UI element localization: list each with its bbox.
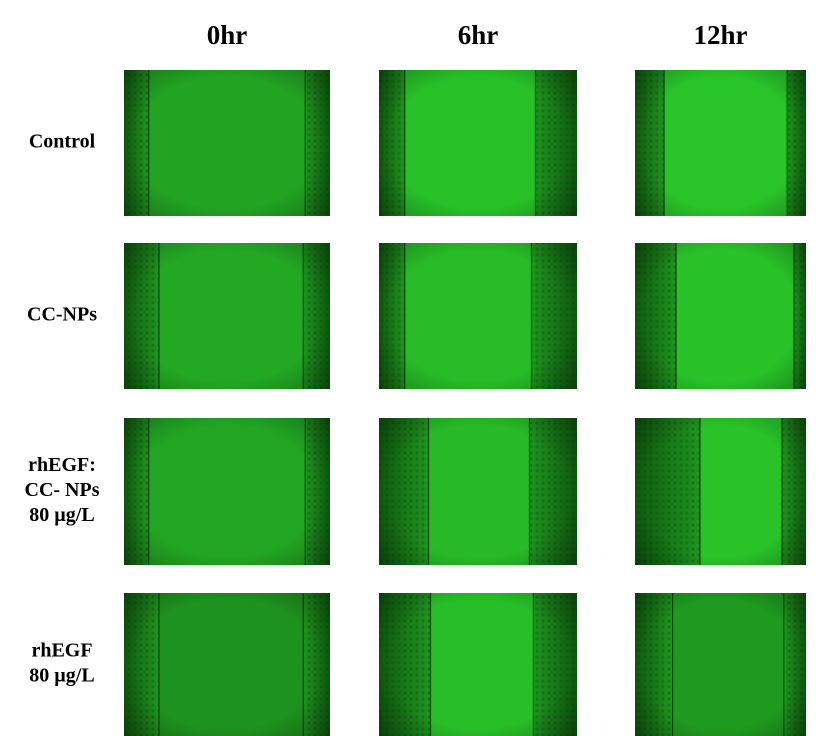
- vignette: [124, 70, 330, 216]
- micrograph: [635, 243, 806, 389]
- micrograph: [124, 418, 330, 565]
- vignette: [379, 243, 577, 389]
- vignette: [124, 418, 330, 565]
- micrograph: [379, 70, 577, 216]
- micrograph: [124, 243, 330, 389]
- vignette: [635, 243, 806, 389]
- row-label: rhEGF:: [28, 454, 96, 476]
- column-header: 6hr: [458, 20, 499, 50]
- row-label: 80 µg/L: [29, 665, 94, 687]
- micrograph: [124, 593, 330, 736]
- vignette: [635, 70, 806, 216]
- vignette: [379, 418, 577, 565]
- row-label: 80 µg/L: [29, 504, 94, 526]
- vignette: [124, 243, 330, 389]
- micrograph: [379, 243, 577, 389]
- micrograph: [635, 418, 806, 565]
- micrograph: [124, 70, 330, 216]
- micrograph: [379, 418, 577, 565]
- column-header: 0hr: [207, 20, 248, 50]
- vignette: [635, 593, 806, 736]
- column-header: 12hr: [694, 20, 748, 50]
- micrograph: [635, 593, 806, 736]
- micrograph: [635, 70, 806, 216]
- vignette: [635, 418, 806, 565]
- row-label: CC-NPs: [27, 304, 97, 326]
- row-label: Control: [29, 131, 96, 153]
- vignette: [379, 70, 577, 216]
- vignette: [124, 593, 330, 736]
- row-label: rhEGF: [31, 640, 92, 662]
- vignette: [379, 593, 577, 736]
- micrograph: [379, 593, 577, 736]
- row-label: CC- NPs: [25, 479, 100, 501]
- figure: 0hr 6hr 12hr Control CC-NPs rhEGF: CC- NPs 80 µ…: [0, 0, 817, 736]
